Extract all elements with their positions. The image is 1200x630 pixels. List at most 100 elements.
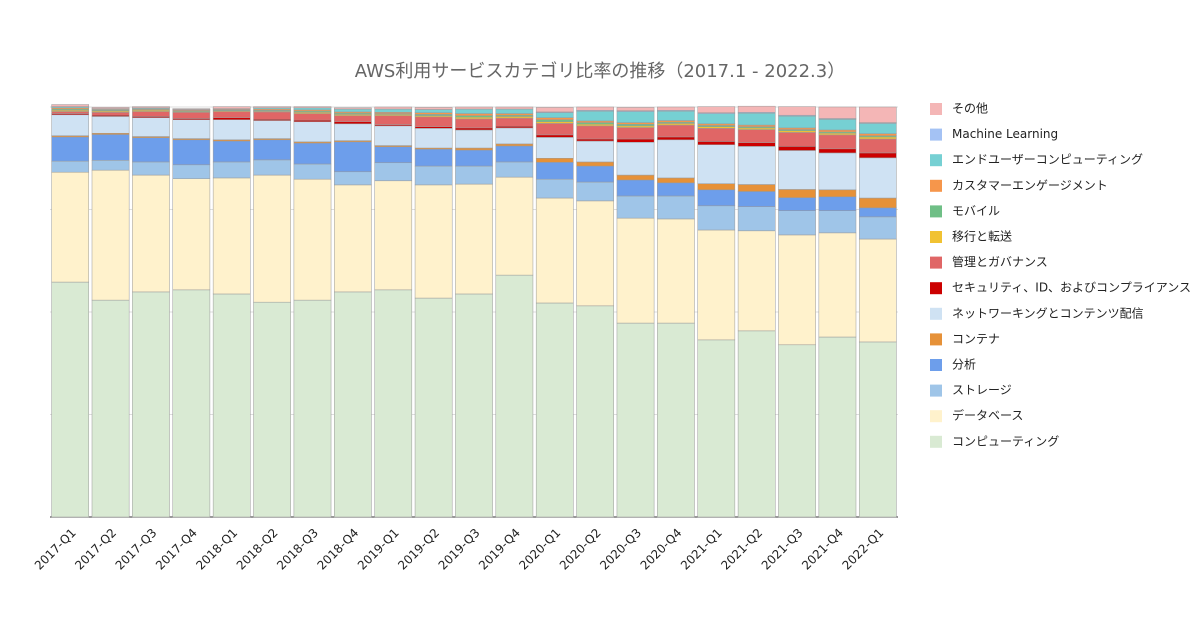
bar-segment — [414, 128, 453, 149]
bar-segment — [51, 281, 90, 518]
bar-segment — [657, 322, 695, 518]
bar-segment — [818, 148, 857, 154]
bar-segment — [576, 110, 614, 122]
x-tick-label: 2020-Q4 — [638, 526, 685, 573]
bar-segment — [455, 106, 493, 110]
bar-segment — [495, 161, 534, 178]
bar-segment — [535, 302, 574, 518]
bar-segment — [657, 139, 695, 179]
bar-segment — [737, 112, 776, 126]
bar-segment — [778, 197, 816, 211]
bar-segment — [737, 330, 776, 518]
bar-segment — [495, 117, 534, 127]
bar-segment — [455, 147, 493, 151]
bar-segment — [535, 137, 574, 159]
bar-segment — [737, 206, 776, 232]
legend-label: カスタマーエンゲージメント — [952, 178, 1108, 192]
bar-segment — [212, 161, 251, 179]
legend-label: データベース — [952, 408, 1023, 423]
bar-segment — [697, 183, 736, 191]
bar-segment — [172, 108, 211, 110]
legend-label: その他 — [952, 102, 988, 116]
bar-segment — [616, 127, 655, 140]
bar-segment — [818, 196, 857, 211]
legend-swatch — [930, 410, 942, 423]
bar-segment — [212, 140, 251, 163]
legend-label: ストレージ — [952, 383, 1012, 397]
bar-segment — [91, 107, 130, 109]
bar-segment — [576, 165, 614, 183]
x-tick-label: 2017-Q1 — [32, 526, 79, 573]
bar-segment — [697, 106, 736, 113]
legend-label: 管理とガバナンス — [952, 254, 1048, 269]
x-tick-label: 2018-Q4 — [315, 526, 362, 573]
legend-label: 移行と転送 — [952, 229, 1012, 244]
bar-segment — [778, 150, 816, 190]
bar-segment — [172, 119, 211, 139]
bar-segment — [334, 171, 372, 186]
bar-segment — [91, 116, 130, 134]
bar-segment — [132, 106, 170, 109]
bar-segment — [51, 104, 90, 107]
bar-segment — [455, 183, 493, 295]
bar-segment — [576, 161, 614, 167]
bar-segment — [818, 106, 857, 119]
bar-segment — [535, 119, 574, 123]
legend-swatch — [930, 359, 942, 371]
bar-segment — [818, 134, 857, 150]
bar-segment — [293, 107, 332, 111]
legend-swatch — [930, 231, 942, 243]
bar-segment — [212, 117, 251, 120]
bar-segment — [253, 120, 291, 139]
legend-swatch — [930, 384, 942, 397]
bar-segment — [414, 107, 453, 110]
bar-segment — [132, 291, 170, 518]
bar-segment — [253, 159, 291, 176]
bar-segment — [334, 123, 372, 141]
bar-segment — [455, 108, 493, 114]
bar-segment — [495, 143, 534, 147]
bar-segment — [334, 121, 372, 125]
bar-segment — [858, 152, 897, 159]
x-tick-label: 2018-Q3 — [274, 526, 321, 573]
bar-segment — [697, 189, 736, 207]
x-tick-label: 2021-Q1 — [678, 526, 725, 573]
bar-segment — [51, 160, 90, 173]
bar-segment — [818, 232, 857, 338]
bar-segment — [535, 112, 574, 118]
bar-segment — [172, 178, 211, 291]
bar-segment — [858, 136, 897, 140]
bar-segment — [616, 142, 655, 176]
bar-segment — [616, 138, 655, 143]
bar-segment — [535, 162, 574, 180]
bar-segment — [334, 141, 372, 173]
bar-segment — [414, 148, 453, 167]
bar-segment — [495, 106, 534, 110]
bar-segment — [858, 138, 897, 154]
x-tick-label: 2020-Q3 — [597, 526, 644, 573]
bar-segment — [132, 117, 170, 137]
bar-segment — [616, 111, 655, 123]
bar-segment — [778, 344, 816, 518]
legend-swatch — [930, 256, 942, 269]
bar-segment — [374, 108, 413, 113]
bar-segment — [253, 111, 291, 120]
x-tick-label: 2019-Q4 — [476, 526, 523, 573]
bar-segment — [858, 157, 897, 199]
bar-segment — [778, 146, 816, 151]
bar-segment — [535, 107, 574, 113]
bar-segment — [818, 189, 857, 198]
legend-swatch — [930, 179, 942, 192]
bar-segment — [455, 129, 493, 149]
bar-segment — [535, 117, 574, 120]
bar-segment — [172, 112, 211, 119]
legend-label: 分析 — [952, 358, 976, 372]
bar-segment — [495, 274, 534, 518]
bar-segment — [778, 106, 816, 116]
bar-segment — [858, 133, 897, 136]
x-tick-label: 2018-Q2 — [234, 526, 281, 573]
bar-segment — [51, 114, 90, 136]
bar-segment — [535, 134, 574, 138]
bar-segment — [576, 138, 614, 142]
bar-segment — [172, 139, 211, 166]
